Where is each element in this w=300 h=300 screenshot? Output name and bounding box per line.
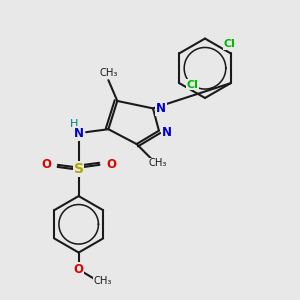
Text: N: N bbox=[156, 102, 166, 115]
Text: O: O bbox=[41, 158, 51, 171]
Text: N: N bbox=[162, 126, 172, 139]
Text: Cl: Cl bbox=[187, 80, 199, 90]
Text: CH₃: CH₃ bbox=[148, 158, 166, 168]
Text: N: N bbox=[74, 127, 84, 140]
Text: O: O bbox=[74, 263, 84, 276]
Text: S: S bbox=[74, 162, 84, 176]
Text: CH₃: CH₃ bbox=[99, 68, 118, 78]
Text: CH₃: CH₃ bbox=[94, 276, 112, 286]
Text: Cl: Cl bbox=[223, 40, 235, 50]
Text: H: H bbox=[70, 119, 78, 129]
Text: O: O bbox=[106, 158, 116, 171]
